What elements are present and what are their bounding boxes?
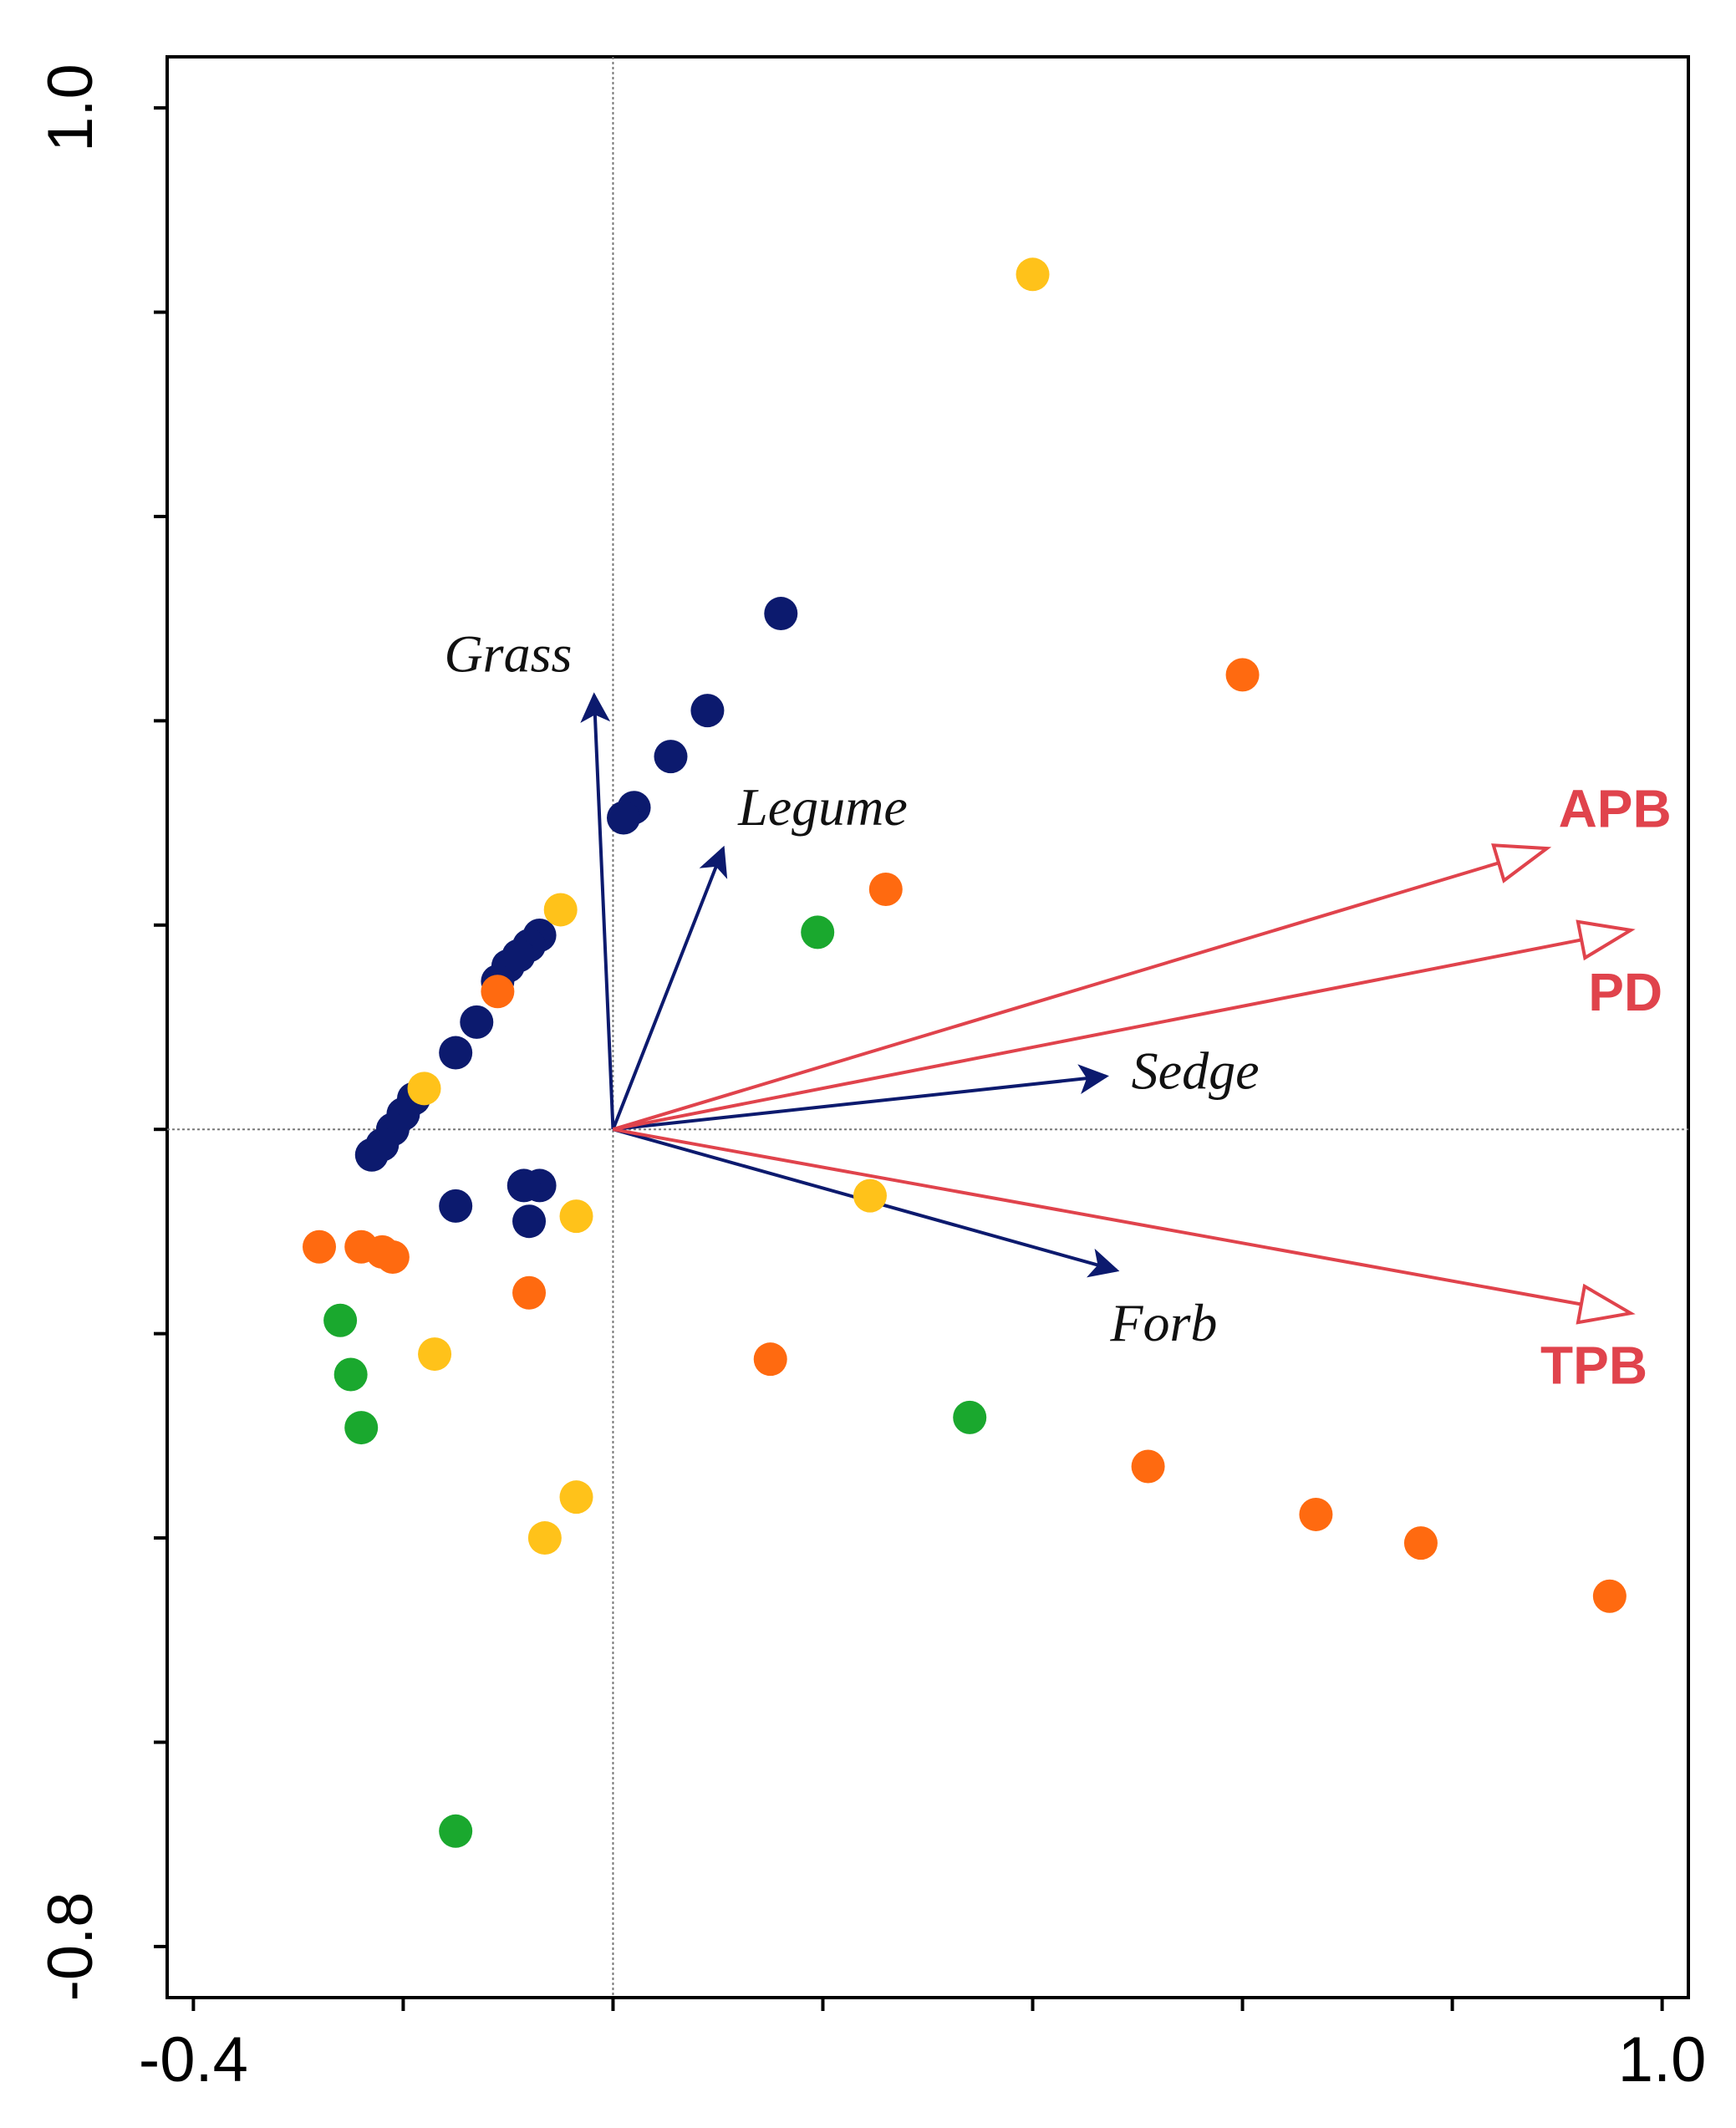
- axes-layer: -0.4 1.0 1.0 -0.8: [35, 55, 1707, 2095]
- yellow-point: [407, 1072, 441, 1106]
- orange-point: [753, 1342, 787, 1377]
- navy-point: [764, 597, 798, 631]
- green-point: [344, 1411, 379, 1445]
- tpb-arrow-label: TPB: [1540, 1335, 1647, 1395]
- navy-point: [607, 801, 640, 835]
- tpb-arrowhead: [1576, 1283, 1636, 1325]
- orange-point: [1131, 1449, 1165, 1484]
- apb-arrowhead: [1491, 843, 1552, 883]
- navy-point: [354, 1138, 389, 1172]
- navy-point: [690, 694, 725, 728]
- navy-point: [460, 1005, 494, 1039]
- grass-arrow-label: Grass: [444, 624, 572, 684]
- pd-arrow: [613, 938, 1582, 1132]
- points-layer: [303, 257, 1627, 1848]
- pd-arrow-label: PD: [1588, 962, 1662, 1022]
- x-tick-label: -0.4: [139, 2024, 248, 2095]
- sedge-arrow: [613, 1064, 1109, 1132]
- orange-point: [375, 1240, 410, 1274]
- apb-arrow-label: APB: [1559, 778, 1672, 838]
- apb-arrow: [612, 861, 1499, 1132]
- orange-point: [868, 873, 903, 907]
- green-point: [323, 1303, 358, 1337]
- green-point: [801, 915, 835, 949]
- navy-point: [654, 740, 688, 774]
- orange-point: [1225, 658, 1260, 692]
- green-point: [439, 1814, 473, 1848]
- orange-point: [1403, 1526, 1438, 1560]
- orange-point: [481, 975, 515, 1009]
- y-tick-label: -0.8: [35, 1891, 106, 2001]
- orange-point: [1592, 1579, 1627, 1613]
- plot-frame: [165, 55, 1690, 1999]
- orange-point: [1299, 1497, 1333, 1531]
- green-point: [953, 1400, 987, 1434]
- yellow-point: [1016, 257, 1050, 292]
- yellow-point: [527, 1521, 562, 1555]
- legume-arrow: [611, 845, 728, 1130]
- yellow-point: [559, 1480, 593, 1515]
- yellow-point: [418, 1337, 452, 1372]
- legume-arrow-label: Legume: [737, 777, 908, 837]
- yellow-point: [543, 893, 578, 927]
- navy-point: [439, 1189, 473, 1223]
- pd-arrowhead: [1576, 919, 1636, 961]
- orange-point: [303, 1229, 336, 1264]
- yellow-point: [559, 1199, 593, 1234]
- grass-arrow: [580, 692, 615, 1130]
- x-tick-label: 1.0: [1618, 2024, 1707, 2095]
- navy-point: [439, 1036, 473, 1070]
- arrows-layer: [580, 692, 1636, 1325]
- reference-lines: [167, 57, 1688, 1998]
- navy-point: [507, 1168, 541, 1203]
- labels-layer: Grass Legume Sedge Forb APB PD TPB: [444, 624, 1671, 1396]
- green-point: [333, 1357, 368, 1392]
- tpb-arrow: [613, 1128, 1582, 1306]
- y-tick-label: 1.0: [35, 64, 106, 152]
- yellow-point: [853, 1179, 887, 1213]
- orange-point: [512, 1275, 547, 1310]
- sedge-arrow-label: Sedge: [1132, 1041, 1260, 1100]
- navy-point: [512, 1204, 547, 1239]
- forb-arrow-label: Forb: [1109, 1293, 1217, 1352]
